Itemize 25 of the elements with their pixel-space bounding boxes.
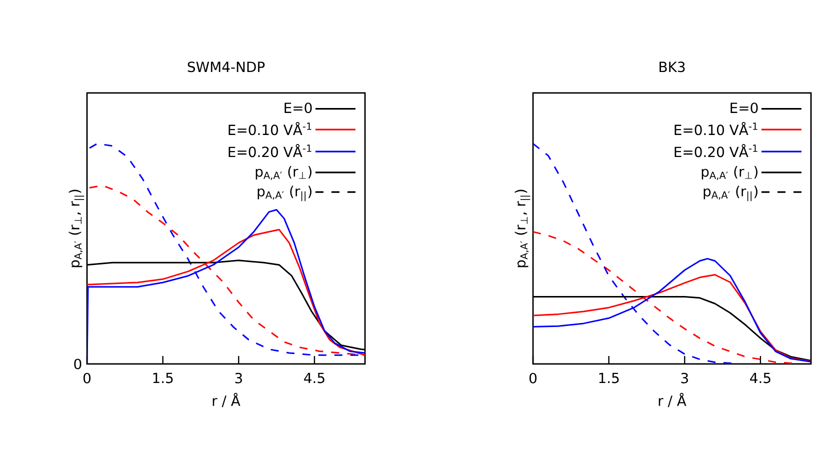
x-tick-label: 3 — [681, 372, 688, 384]
x-tick-label: 0 — [83, 372, 91, 384]
chart-title: BK3 — [660, 62, 685, 72]
legend-label: E=0.10 VÅ$^{-1}$ — [674, 122, 758, 136]
legend-label: E=0 — [284, 102, 312, 114]
x-axis-title: r / Å — [658, 392, 686, 408]
legend-label: E=0.10 VÅ$^{-1}$ — [228, 122, 312, 136]
x-tick-label: 0 — [529, 372, 537, 384]
y-axis-title: p$_{A,A′}$ (r$_{⊥}$, r$_{||}$) — [514, 190, 530, 268]
annotation: p$_{A,A′}$ (r$_{⊥}$) — [702, 166, 758, 180]
annotation: p$_{A,A′}$ (r$_{||}$) — [258, 186, 312, 202]
x-tick-label: 1.5 — [599, 372, 619, 384]
x-axis-title: r / Å — [212, 392, 240, 408]
annotation: p$_{A,A′}$ (r$_{||}$) — [704, 186, 758, 202]
legend-label: E=0.20 VÅ$^{-1}$ — [674, 144, 758, 158]
annotation: p$_{A,A′}$ (r$_{⊥}$) — [256, 166, 312, 180]
legend-label: E=0.20 VÅ$^{-1}$ — [228, 144, 312, 158]
y-axis-title: p$_{A,A′}$ (r$_{⊥}$, r$_{||}$) — [68, 190, 84, 268]
text: 0 — [74, 358, 82, 370]
x-tick-label: 1.5 — [153, 372, 173, 384]
x-tick-label: 3 — [235, 372, 242, 384]
legend-label: E=0 — [730, 102, 758, 114]
x-tick-label: 4.5 — [750, 372, 770, 384]
x-tick-label: 4.5 — [304, 372, 324, 384]
chart-title: SWM4-NDP — [188, 62, 265, 72]
